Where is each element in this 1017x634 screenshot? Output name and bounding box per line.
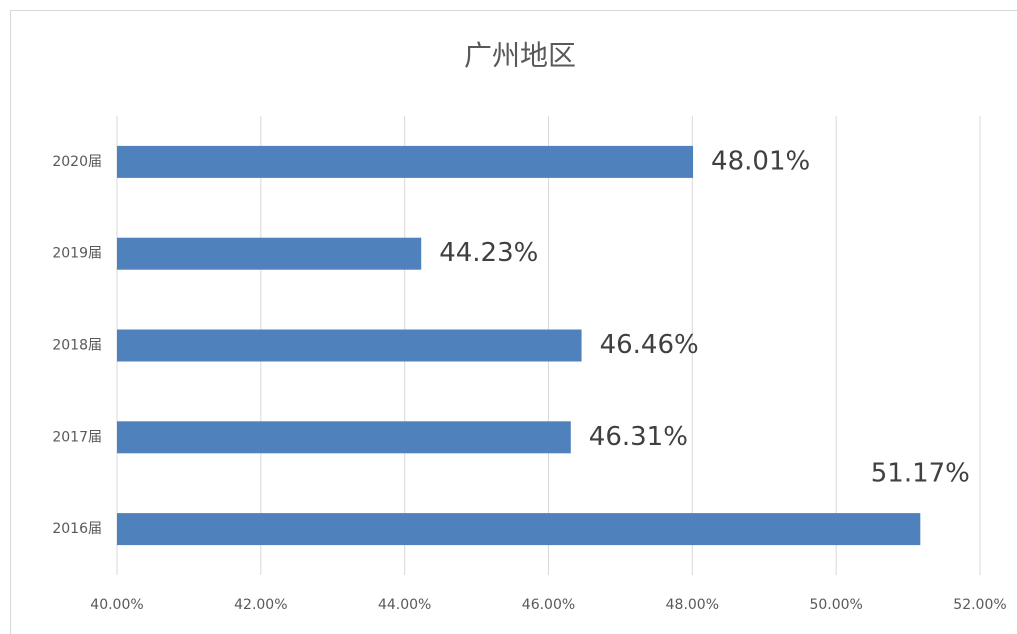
- x-tick-label: 42.00%: [234, 597, 287, 613]
- data-label: 46.46%: [600, 330, 699, 360]
- x-tick-label: 44.00%: [378, 597, 431, 613]
- y-tick-label: 2017届: [52, 429, 102, 445]
- bar: [117, 421, 571, 454]
- x-tick-label: 40.00%: [90, 597, 143, 613]
- data-label: 51.17%: [871, 459, 970, 489]
- y-tick-label: 2019届: [52, 246, 102, 262]
- y-tick-label: 2018届: [52, 338, 102, 354]
- bar: [117, 145, 694, 178]
- x-tick-label: 50.00%: [809, 597, 862, 613]
- bar: [117, 237, 422, 270]
- data-label: 46.31%: [589, 422, 688, 452]
- x-tick-label: 46.00%: [522, 597, 575, 613]
- y-tick-label: 2020届: [52, 154, 102, 170]
- x-tick-label: 52.00%: [953, 597, 1006, 613]
- data-label: 44.23%: [439, 238, 538, 268]
- data-label: 48.01%: [711, 146, 810, 176]
- x-tick-label: 48.00%: [666, 597, 719, 613]
- bar: [117, 329, 582, 362]
- bar: [117, 513, 921, 546]
- chart-title: 广州地区: [464, 39, 576, 72]
- y-tick-label: 2016届: [52, 521, 102, 537]
